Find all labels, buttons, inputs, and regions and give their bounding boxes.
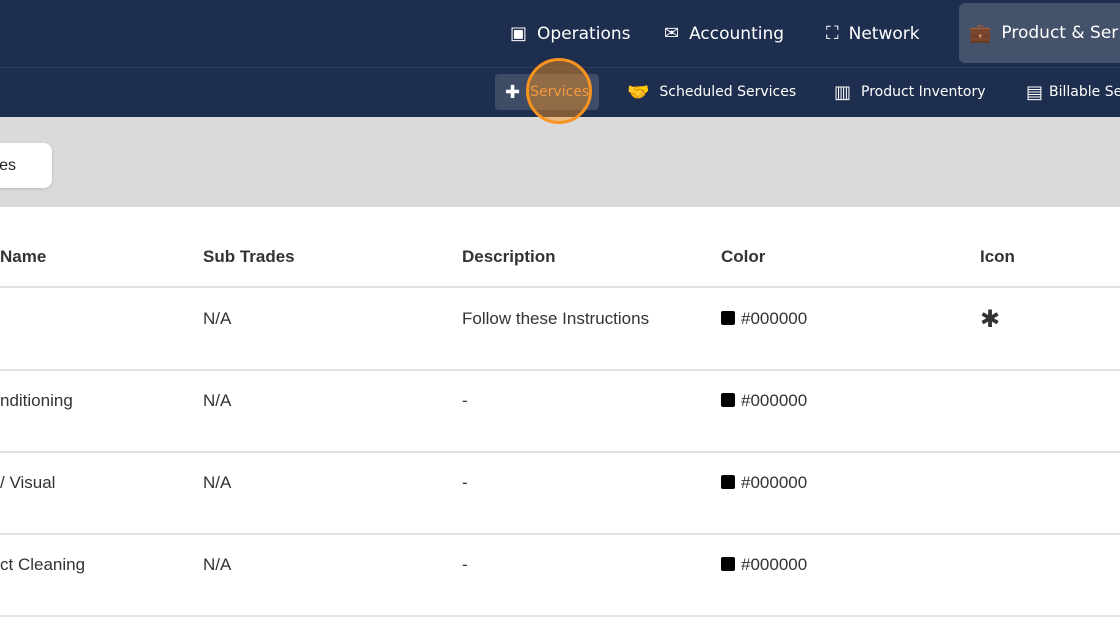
header-description[interactable]: Description xyxy=(462,247,556,266)
cell-name: / Visual xyxy=(0,473,56,492)
file-chart-icon: ▤ xyxy=(1026,81,1044,103)
people-board-icon: ⛶ xyxy=(826,23,839,44)
cell-description: - xyxy=(462,555,468,574)
header-icon[interactable]: Icon xyxy=(980,247,1015,266)
subnav-product-inventory[interactable]: ▥ Product Inventory xyxy=(834,81,986,103)
subnav-scheduled-services[interactable]: 🤝 Scheduled Services xyxy=(627,81,797,103)
handshake-icon: 🤝 xyxy=(627,81,650,103)
header-color[interactable]: Color xyxy=(721,247,766,266)
cell-description: Follow these Instructions xyxy=(462,309,650,328)
cell-sub-trades: N/A xyxy=(203,555,232,574)
nav-product-services[interactable]: 💼 Product & Ser xyxy=(959,3,1120,63)
color-swatch xyxy=(721,557,735,571)
cell-color: #000000 xyxy=(721,309,807,329)
nav-network[interactable]: ⛶ Network xyxy=(826,23,920,44)
color-swatch xyxy=(721,393,735,407)
cell-description: - xyxy=(462,473,468,492)
toolbar: es xyxy=(0,117,1120,207)
color-hex: #000000 xyxy=(741,309,808,328)
divider xyxy=(0,615,1120,617)
toolbar-button[interactable]: es xyxy=(0,143,52,188)
asterisk-icon: ✱ xyxy=(980,306,1001,333)
header-sub-trades[interactable]: Sub Trades xyxy=(203,247,295,266)
color-swatch xyxy=(721,311,735,325)
color-swatch xyxy=(721,475,735,489)
color-hex: #000000 xyxy=(741,473,808,492)
cell-name: nditioning xyxy=(0,391,73,410)
divider xyxy=(0,533,1120,535)
cell-sub-trades: N/A xyxy=(203,309,232,328)
nav-operations[interactable]: ▣ Operations xyxy=(510,23,631,44)
header-name[interactable]: Name xyxy=(0,247,47,266)
click-indicator xyxy=(526,58,592,124)
subnav-billable-services[interactable]: ▤ Billable Se xyxy=(1026,81,1120,103)
dolly-icon: ▥ xyxy=(834,81,852,103)
divider xyxy=(0,451,1120,453)
cell-color: #000000 xyxy=(721,391,807,411)
envelope-dollar-icon: ✉ xyxy=(664,23,680,44)
cell-color: #000000 xyxy=(721,473,807,493)
top-nav: ▣ Operations ✉ Accounting ⛶ Network 💼 Produc… xyxy=(0,0,1120,68)
briefcase-icon: 💼 xyxy=(969,22,992,44)
nav-accounting[interactable]: ✉ Accounting xyxy=(664,23,785,44)
medical-kit-icon: ✚ xyxy=(505,81,521,103)
divider xyxy=(0,286,1120,288)
color-hex: #000000 xyxy=(741,555,808,574)
clipboard-user-icon: ▣ xyxy=(510,23,528,44)
cell-color: #000000 xyxy=(721,555,807,575)
cell-sub-trades: N/A xyxy=(203,391,232,410)
cell-sub-trades: N/A xyxy=(203,473,232,492)
cell-name: ct Cleaning xyxy=(0,555,86,574)
color-hex: #000000 xyxy=(741,391,808,410)
divider xyxy=(0,369,1120,371)
cell-description: - xyxy=(462,391,468,410)
